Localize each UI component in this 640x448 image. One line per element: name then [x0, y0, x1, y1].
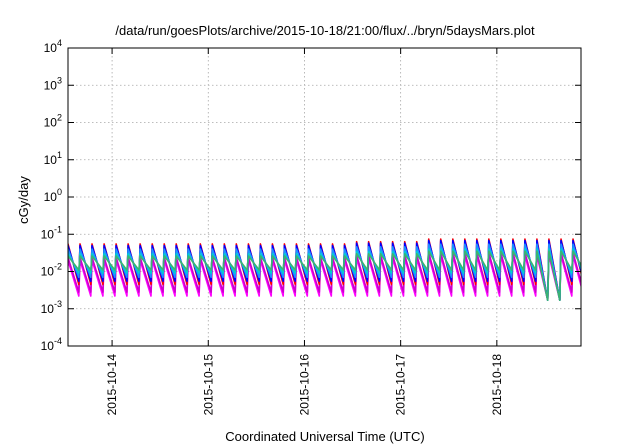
y-tick-label: 10-1 [41, 224, 62, 241]
y-tick-label: 101 [44, 150, 62, 167]
y-axis-label: cGy/day [16, 176, 31, 224]
x-tick-label: 2015-10-16 [297, 354, 311, 416]
x-tick-label: 2015-10-17 [394, 354, 408, 416]
chart-title: /data/run/goesPlots/archive/2015-10-18/2… [115, 23, 535, 38]
series-line [68, 251, 581, 301]
y-tick-labels: 10-4 10-3 10-2 10-1 100 101 102 103 104 [41, 38, 62, 353]
x-tick-label: 2015-10-14 [105, 354, 119, 416]
series-line [68, 250, 581, 301]
y-tick-label: 10-4 [41, 336, 62, 353]
x-tick-label: 2015-10-15 [201, 354, 215, 416]
y-tick-label: 104 [44, 38, 62, 55]
x-tick-labels: 2015-10-14 2015-10-15 2015-10-16 2015-10-17… [105, 354, 504, 416]
y-tick-label: 103 [44, 75, 62, 92]
y-tick-label: 10-3 [41, 299, 62, 316]
series-lines [68, 238, 581, 301]
y-tick-label: 100 [44, 187, 62, 204]
y-tick-label: 10-2 [41, 262, 62, 279]
axis-ticks [68, 47, 581, 347]
y-tick-label: 102 [44, 113, 62, 130]
grid-lines [68, 48, 581, 346]
x-tick-label: 2015-10-18 [490, 354, 504, 416]
x-axis-label: Coordinated Universal Time (UTC) [225, 429, 424, 444]
series-line [68, 254, 581, 301]
